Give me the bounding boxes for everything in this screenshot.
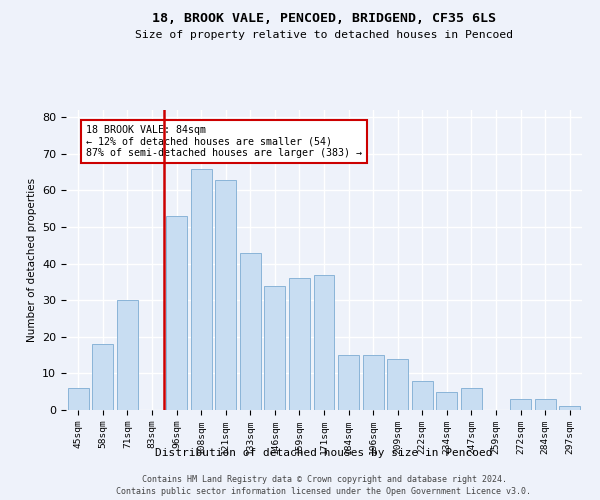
Bar — [117, 300, 138, 410]
Bar — [265, 286, 286, 410]
Bar — [68, 388, 89, 410]
Bar — [314, 274, 334, 410]
Bar — [289, 278, 310, 410]
Y-axis label: Number of detached properties: Number of detached properties — [26, 178, 37, 342]
Text: 18 BROOK VALE: 84sqm
← 12% of detached houses are smaller (54)
87% of semi-detac: 18 BROOK VALE: 84sqm ← 12% of detached h… — [86, 124, 362, 158]
Bar — [92, 344, 113, 410]
Text: Contains public sector information licensed under the Open Government Licence v3: Contains public sector information licen… — [116, 486, 532, 496]
Bar — [338, 355, 359, 410]
Bar — [510, 399, 531, 410]
Bar — [166, 216, 187, 410]
Text: Size of property relative to detached houses in Pencoed: Size of property relative to detached ho… — [135, 30, 513, 40]
Text: Contains HM Land Registry data © Crown copyright and database right 2024.: Contains HM Land Registry data © Crown c… — [142, 476, 506, 484]
Bar — [191, 168, 212, 410]
Bar — [436, 392, 457, 410]
Bar — [240, 252, 261, 410]
Bar — [215, 180, 236, 410]
Text: 18, BROOK VALE, PENCOED, BRIDGEND, CF35 6LS: 18, BROOK VALE, PENCOED, BRIDGEND, CF35 … — [152, 12, 496, 26]
Text: Distribution of detached houses by size in Pencoed: Distribution of detached houses by size … — [155, 448, 493, 458]
Bar — [412, 380, 433, 410]
Bar — [461, 388, 482, 410]
Bar — [362, 355, 383, 410]
Bar — [559, 406, 580, 410]
Bar — [387, 359, 408, 410]
Bar — [535, 399, 556, 410]
